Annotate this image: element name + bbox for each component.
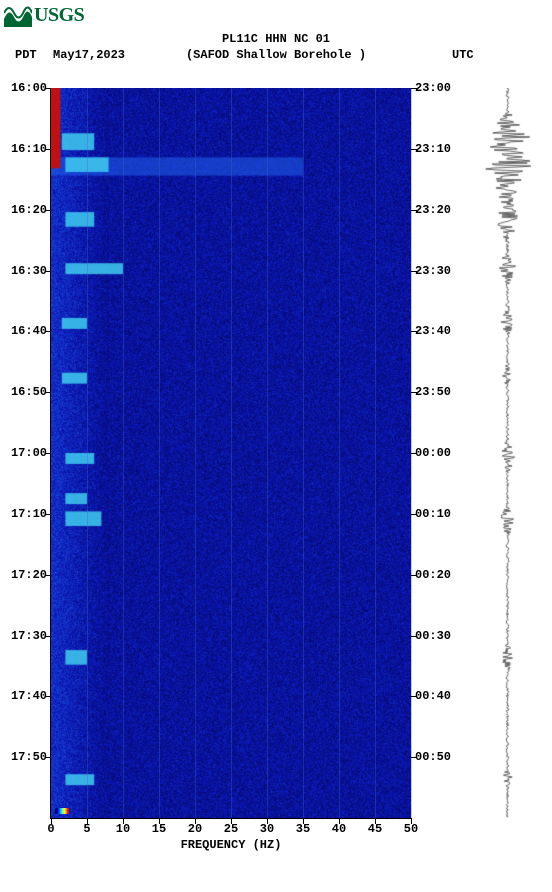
x-tick-label: 35: [296, 822, 310, 836]
y-tick-left-label: 17:40: [1, 689, 47, 703]
y-tick-right-label: 00:50: [415, 750, 461, 764]
station-subtitle: (SAFOD Shallow Borehole ): [186, 48, 366, 62]
y-tick-left-label: 16:50: [1, 385, 47, 399]
usgs-logo: USGS: [4, 4, 84, 27]
header: PL11C HHN NC 01 PDT May17,2023 (SAFOD Sh…: [0, 32, 552, 62]
tz-right-label: UTC: [452, 48, 492, 62]
y-tick-right-label: 00:30: [415, 629, 461, 643]
y-tick-left-label: 17:10: [1, 507, 47, 521]
y-tick-left-label: 17:20: [1, 568, 47, 582]
usgs-wave-icon: [4, 5, 32, 27]
x-tick-label: 10: [116, 822, 130, 836]
y-tick-left-label: 17:30: [1, 629, 47, 643]
tz-left-label: PDT: [15, 48, 55, 62]
date-label: May17,2023: [53, 48, 125, 62]
y-tick-left-label: 17:00: [1, 446, 47, 460]
y-tick-left-label: 16:00: [1, 81, 47, 95]
y-tick-right-label: 00:00: [415, 446, 461, 460]
y-tick-right-label: 00:10: [415, 507, 461, 521]
y-tick-right-label: 00:20: [415, 568, 461, 582]
x-tick-label: 5: [83, 822, 90, 836]
y-tick-right-label: 00:40: [415, 689, 461, 703]
seismogram-trace: [480, 88, 535, 818]
y-tick-left-label: 16:10: [1, 142, 47, 156]
x-tick-label: 25: [224, 822, 238, 836]
x-tick-label: 20: [188, 822, 202, 836]
y-tick-right-label: 23:40: [415, 324, 461, 338]
page: USGS PL11C HHN NC 01 PDT May17,2023 (SAF…: [0, 0, 552, 892]
x-tick-label: 40: [332, 822, 346, 836]
y-tick-right-label: 23:20: [415, 203, 461, 217]
y-tick-left-label: 17:50: [1, 750, 47, 764]
y-tick-right-label: 23:30: [415, 264, 461, 278]
station-title: PL11C HHN NC 01: [222, 32, 330, 46]
color-scale-strip: [55, 808, 69, 814]
y-tick-right-label: 23:50: [415, 385, 461, 399]
spectrogram-plot: 16:0016:1016:2016:3016:4016:5017:0017:10…: [50, 88, 411, 819]
x-tick-label: 15: [152, 822, 166, 836]
x-tick-label: 30: [260, 822, 274, 836]
y-tick-left-label: 16:30: [1, 264, 47, 278]
usgs-logo-text: USGS: [34, 4, 84, 27]
x-tick-label: 45: [368, 822, 382, 836]
y-tick-right-label: 23:10: [415, 142, 461, 156]
y-tick-right-label: 23:00: [415, 81, 461, 95]
x-tick-label: 50: [404, 822, 418, 836]
x-axis-label: FREQUENCY (HZ): [51, 838, 411, 852]
y-tick-left-label: 16:40: [1, 324, 47, 338]
x-tick-label: 0: [47, 822, 54, 836]
y-tick-left-label: 16:20: [1, 203, 47, 217]
